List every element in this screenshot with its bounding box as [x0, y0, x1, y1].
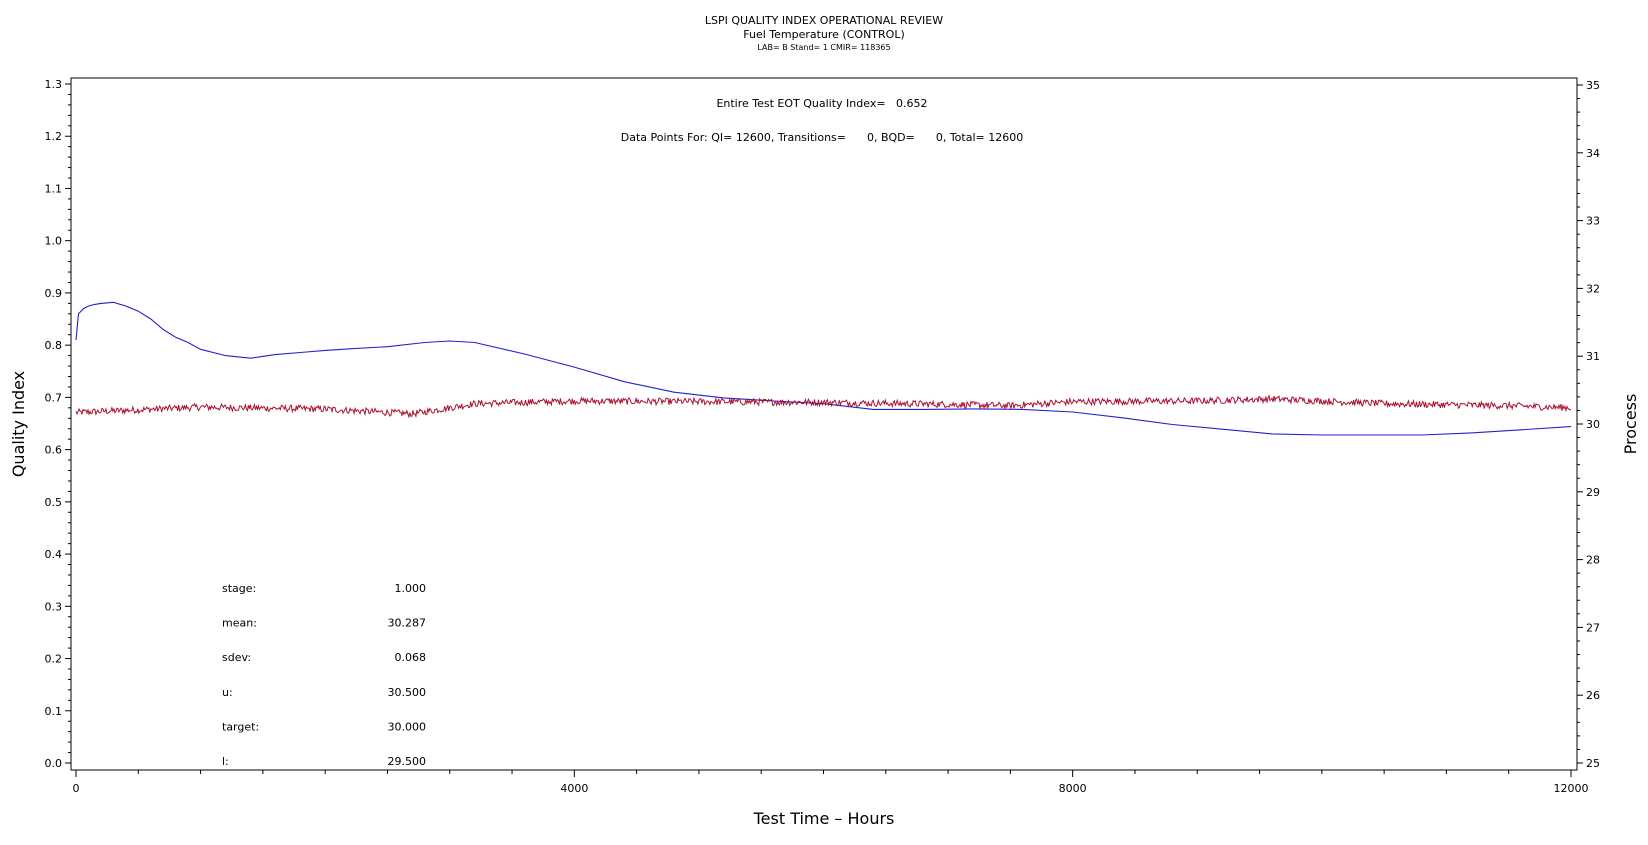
stat-label: target:	[222, 720, 259, 733]
series-lines	[75, 301, 1572, 436]
y-right-tick-label: 34	[1586, 147, 1600, 160]
y-left-tick-label: 0.2	[45, 653, 63, 666]
y-right-tick-label: 31	[1586, 350, 1600, 363]
quality-index-series-line	[75, 301, 1572, 436]
y-left-tick-label: 1.3	[45, 78, 63, 91]
x-tick-label: 8000	[1059, 782, 1087, 795]
y-right-tick-label: 26	[1586, 689, 1600, 702]
y-left-tick-label: 0.4	[45, 548, 63, 561]
stat-value: 30.500	[388, 686, 427, 699]
stat-label: sdev:	[222, 651, 251, 664]
x-tick-label: 0	[73, 782, 80, 795]
y-left-tick-label: 1.0	[45, 235, 63, 248]
x-tick-label: 12000	[1554, 782, 1589, 795]
y-right-tick-label: 27	[1586, 621, 1600, 634]
y-left-tick-label: 0.3	[45, 600, 63, 613]
y-left-tick-label: 0.1	[45, 705, 63, 718]
stat-value: 30.287	[388, 617, 427, 630]
stat-value: 30.000	[388, 720, 427, 733]
process-series-line	[75, 394, 1572, 419]
plot-frame	[70, 77, 1578, 771]
y-left-tick-label: 1.2	[45, 130, 63, 143]
y-axis-label-left: Quality Index	[9, 371, 28, 477]
y-right-tick-label: 35	[1586, 79, 1600, 92]
y-right-tick-label: 30	[1586, 418, 1600, 431]
y-right-tick-label: 32	[1586, 282, 1600, 295]
axis-ticks: 0.0 0.1 0.2 0.3 0.4 0.5 0.6 0.7 0.8 0.9 1.0 1.1 1.2 1…	[45, 78, 1601, 795]
y-right-tick-label: 25	[1586, 757, 1600, 770]
x-tick-label: 4000	[560, 782, 588, 795]
y-left-tick-label: 1.1	[45, 182, 63, 195]
stat-label: u:	[222, 686, 233, 699]
stat-label: mean:	[222, 617, 257, 630]
data-points-annotation: Data Points For: QI= 12600, Transitions=…	[621, 131, 1023, 144]
y-left-tick-label: 0.0	[45, 757, 63, 770]
chart-subtitle: Fuel Temperature (CONTROL)	[743, 28, 905, 41]
y-right-tick-label: 29	[1586, 486, 1600, 499]
stat-label: stage:	[222, 582, 256, 595]
y-left-tick-label: 0.8	[45, 339, 63, 352]
y-right-tick-label: 28	[1586, 554, 1600, 567]
stat-label: l:	[222, 755, 229, 768]
stats-table: stage: 1.000 mean: 30.287 sdev: 0.068 u: 30.500…	[222, 582, 426, 768]
y-left-tick-label: 0.7	[45, 391, 63, 404]
stat-value: 0.068	[395, 651, 427, 664]
chart-meta: LAB= B Stand= 1 CMIR= 118365	[757, 43, 891, 52]
stat-value: 1.000	[395, 582, 427, 595]
y-left-tick-label: 0.5	[45, 496, 63, 509]
y-left-tick-label: 0.6	[45, 444, 63, 457]
eot-annotation: Entire Test EOT Quality Index= 0.652	[716, 97, 927, 110]
y-right-tick-label: 33	[1586, 215, 1600, 228]
x-axis-label: Test Time – Hours	[753, 809, 895, 828]
y-left-tick-label: 0.9	[45, 287, 63, 300]
stat-value: 29.500	[388, 755, 427, 768]
y-axis-label-right: Process	[1621, 394, 1640, 455]
chart-title: LSPI QUALITY INDEX OPERATIONAL REVIEW	[704, 14, 944, 27]
